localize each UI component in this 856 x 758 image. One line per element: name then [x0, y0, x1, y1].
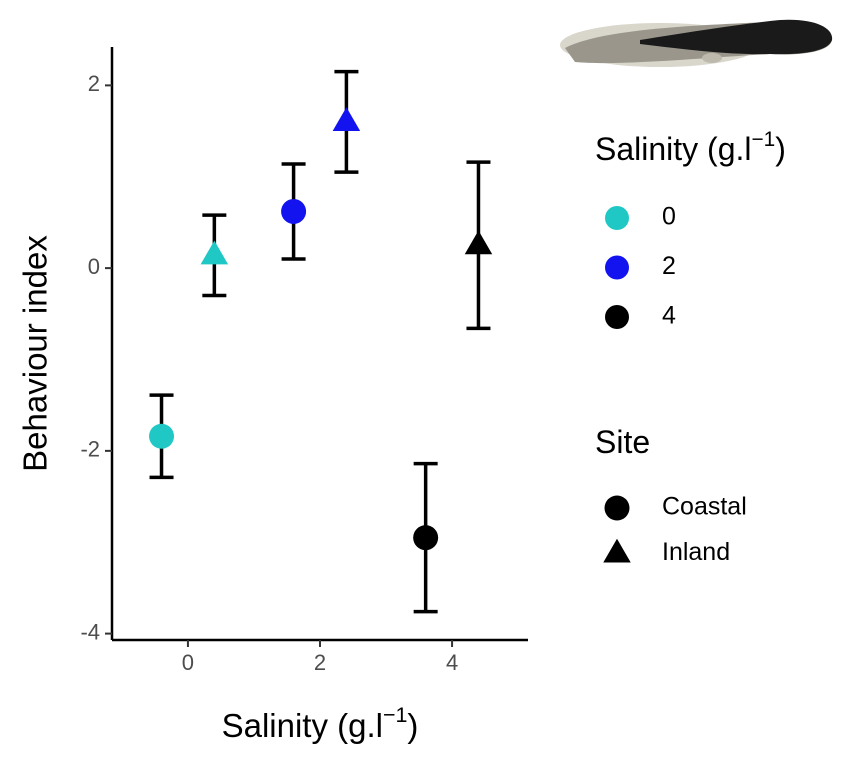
legend-label: Coastal: [662, 493, 747, 521]
legend-label: 2: [662, 252, 676, 280]
x-axis-title-sup: −1: [383, 703, 407, 727]
y-tick-label: 0: [88, 254, 100, 279]
circle-point: [149, 423, 175, 449]
legend-key: [605, 305, 629, 329]
y-tick-label: 2: [88, 71, 100, 96]
legend-key: [603, 538, 631, 563]
x-tick-label: 4: [446, 650, 458, 675]
y-tick-label: -4: [80, 619, 100, 644]
x-axis-title-text: Salinity (g.l: [222, 707, 383, 744]
legend-label: Inland: [662, 538, 730, 566]
legend-title: Site: [595, 424, 650, 460]
legend-title-close: ): [775, 131, 786, 167]
legend-key: [605, 206, 629, 230]
x-tick-label: 2: [314, 650, 326, 675]
legend-key: [604, 495, 630, 521]
tadpole-image: [560, 19, 833, 67]
legend-title-text: Site: [595, 424, 650, 460]
circle-point: [413, 525, 439, 551]
triangle-point: [200, 240, 229, 265]
legend-label: 4: [662, 302, 676, 330]
x-axis-title-close: ): [407, 707, 418, 744]
legend-label: 0: [662, 203, 676, 231]
legend-title-sup: −1: [752, 128, 776, 151]
x-tick-label: 0: [182, 650, 194, 675]
y-axis-title: Behaviour index: [17, 235, 54, 472]
circle-point: [281, 198, 307, 224]
legend-key: [605, 255, 629, 280]
y-tick-label: -2: [80, 437, 100, 462]
legend-title-text: Salinity (g.l: [595, 131, 752, 167]
legend-title: Salinity (g.l−1): [595, 128, 786, 168]
triangle-point: [464, 230, 493, 255]
x-axis-title: Salinity (g.l−1): [222, 703, 419, 744]
triangle-point: [332, 107, 361, 131]
